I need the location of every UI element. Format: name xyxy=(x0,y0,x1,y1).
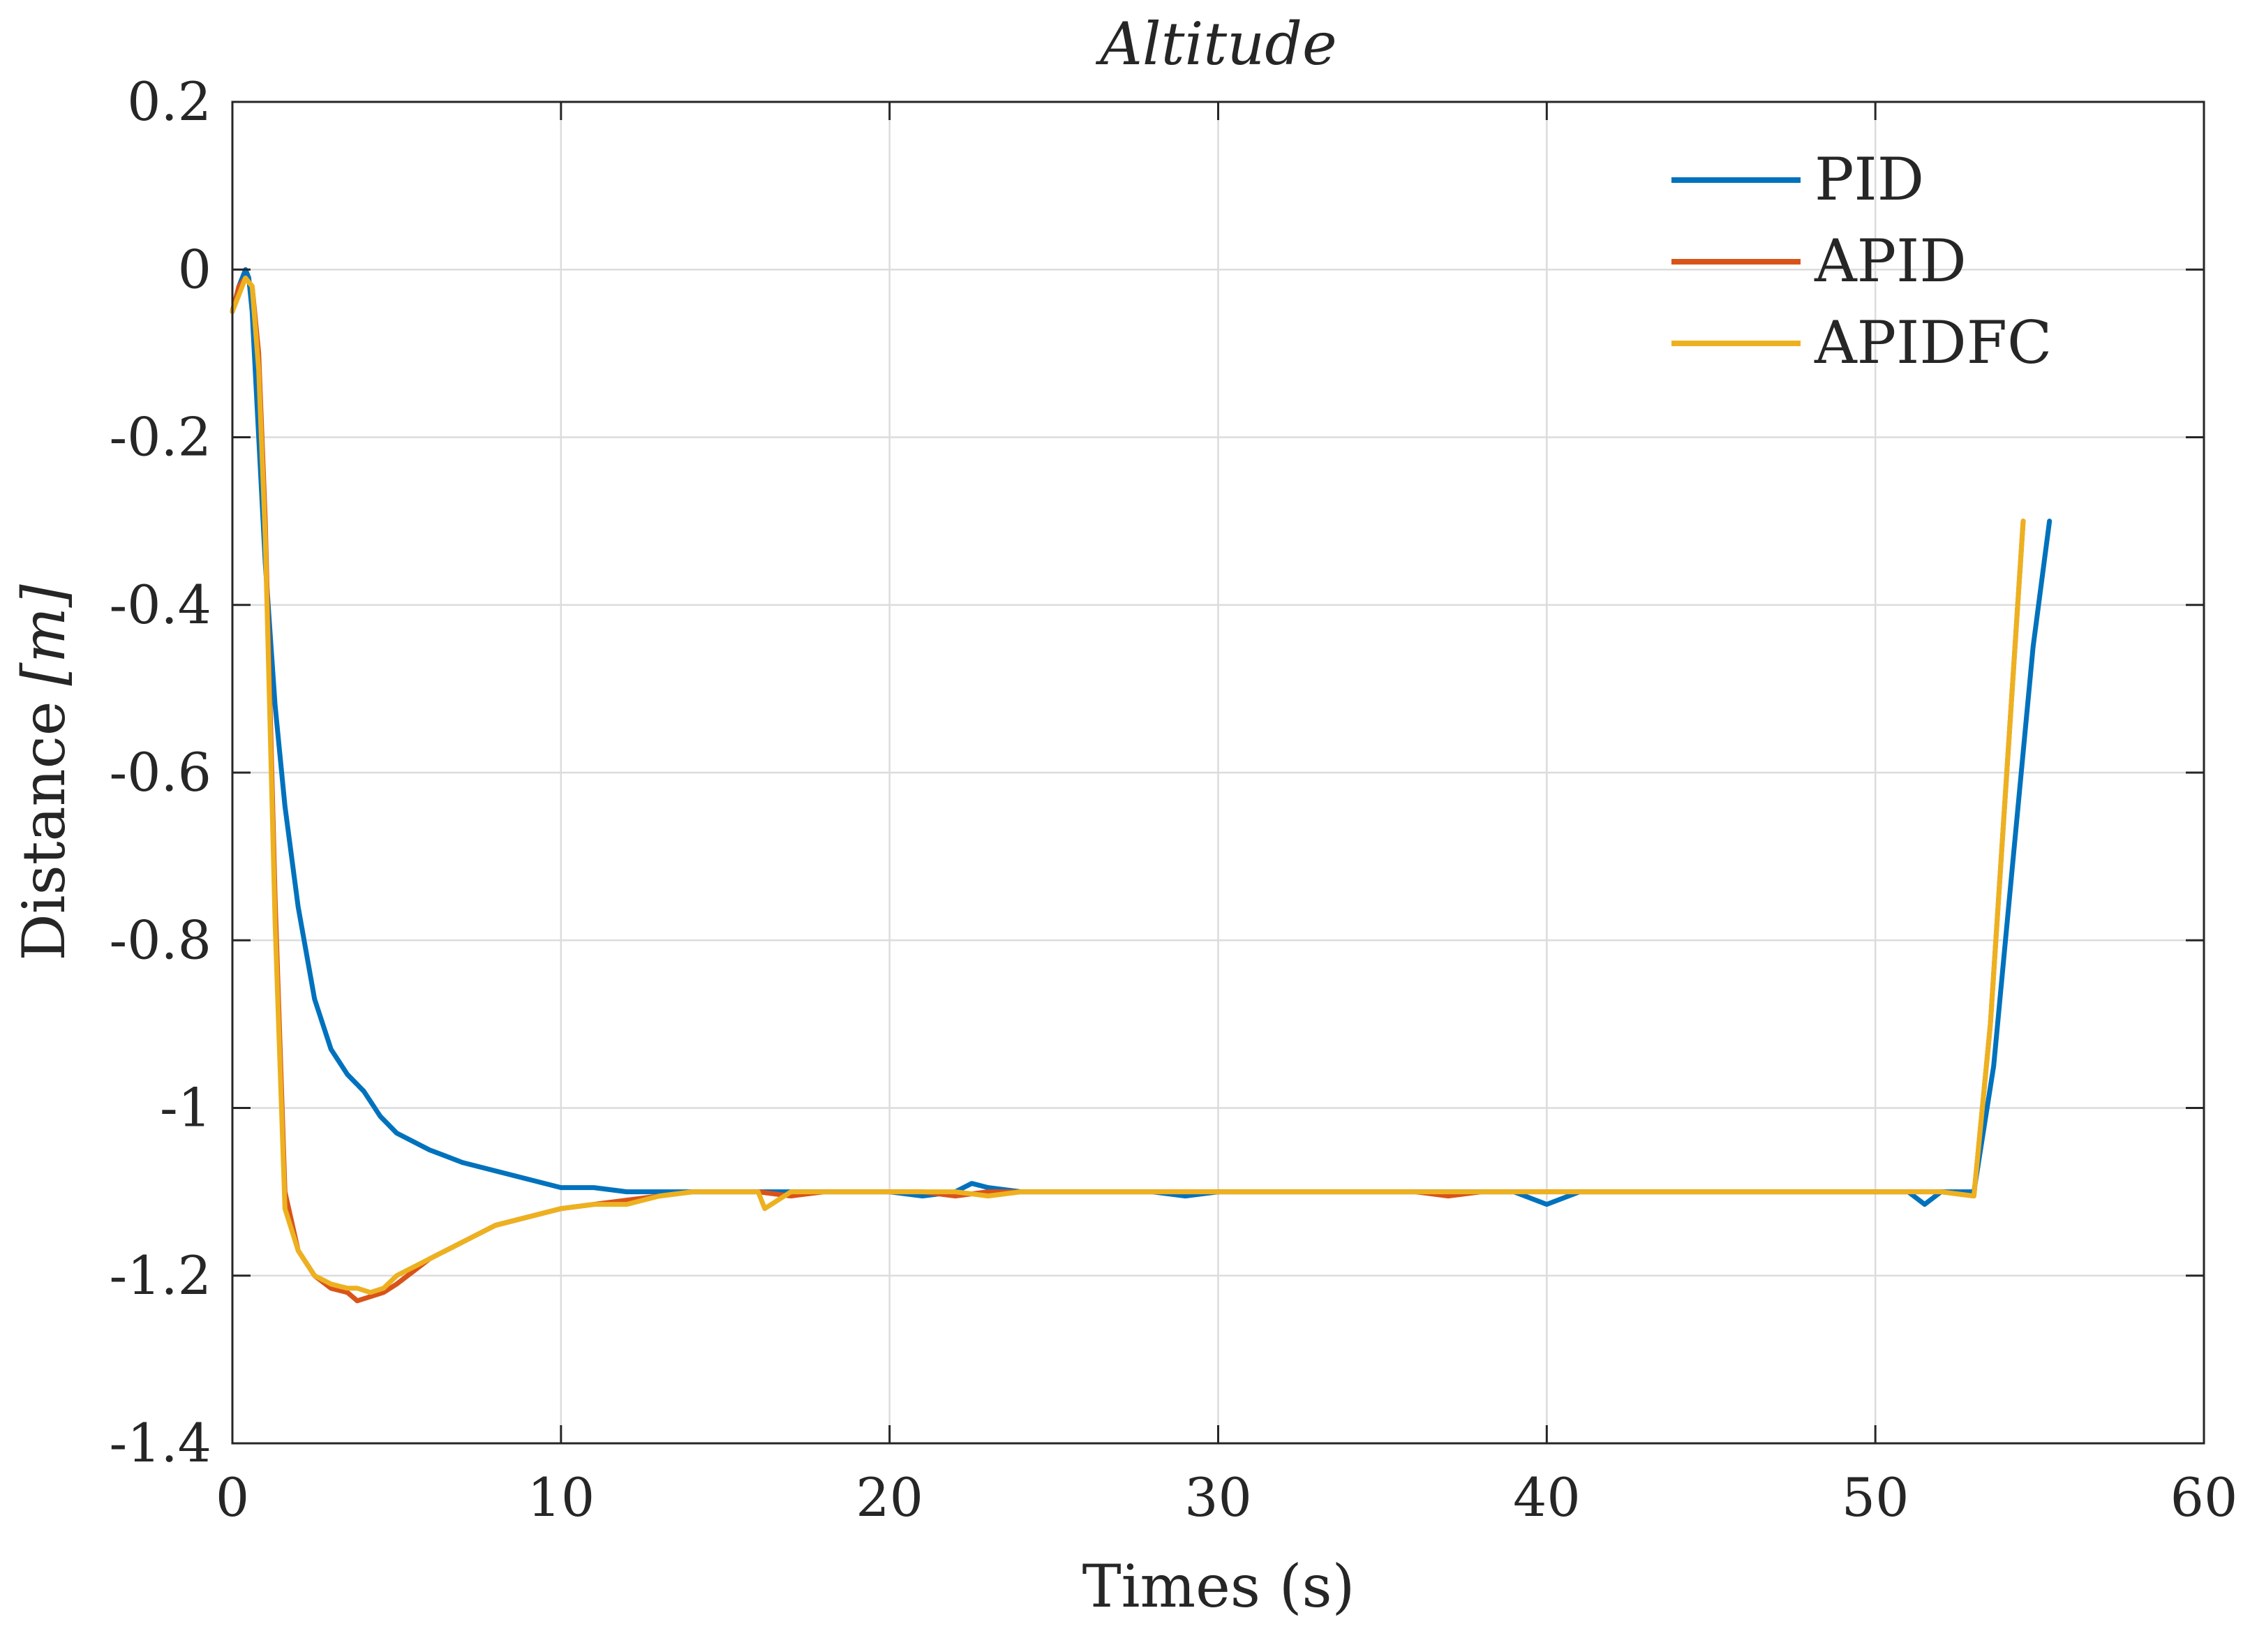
legend-label-apidfc: APIDFC xyxy=(1814,308,2052,377)
series-layer xyxy=(230,267,2052,1304)
y-axis-title-unit: [m] xyxy=(10,584,78,685)
series-line-apid xyxy=(230,275,2026,1304)
legend: PID APID APIDFC xyxy=(1671,145,2052,377)
x-tick-label: 0 xyxy=(216,1466,249,1528)
y-tick-label: -1.4 xyxy=(109,1412,211,1474)
series-line-pid xyxy=(230,267,2052,1207)
y-tick-label: -0.8 xyxy=(109,909,211,971)
y-tick-label: -0.2 xyxy=(109,406,211,468)
y-tick-label: -1.2 xyxy=(109,1244,211,1307)
y-axis-title: Distance [m] xyxy=(10,584,78,960)
x-axis-title: Times (s) xyxy=(1082,1552,1355,1621)
x-tick-label: 60 xyxy=(2170,1466,2238,1528)
grid-layer xyxy=(231,101,2205,1445)
chart-title: Altitude xyxy=(1095,10,1337,78)
y-tick-label: -1 xyxy=(160,1077,211,1139)
x-tick-label: 30 xyxy=(1184,1466,1252,1528)
x-tick-label: 20 xyxy=(856,1466,923,1528)
y-tick-label: -0.6 xyxy=(109,741,211,803)
y-axis-title-text: Distance xyxy=(10,701,78,961)
x-tick-label: 10 xyxy=(527,1466,595,1528)
y-tick-label: 0.2 xyxy=(127,70,211,133)
x-tick-label: 40 xyxy=(1513,1466,1581,1528)
x-tick-label: 50 xyxy=(1842,1466,1909,1528)
series-line-apidfc xyxy=(230,275,2026,1295)
legend-label-apid: APID xyxy=(1814,227,1967,295)
y-tick-label: -0.4 xyxy=(109,574,211,636)
tick-layer: 0 10 20 30 40 50 60 0.2 0 -0.2 -0.4 -0.6 -0.8 -1 -1.2 -… xyxy=(109,70,2237,1528)
y-tick-label: 0 xyxy=(178,238,211,300)
legend-label-pid: PID xyxy=(1815,145,1924,214)
